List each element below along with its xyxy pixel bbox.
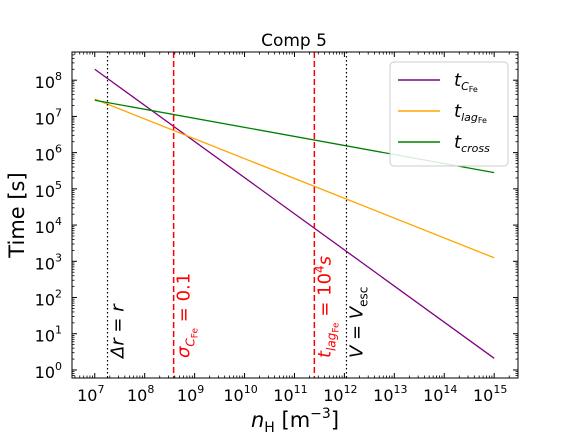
y-tick-label-4: 104 (35, 215, 62, 237)
x-tick-label-7: 1014 (423, 383, 457, 405)
legend-label-t_lag_Fe: tlagFe (454, 101, 487, 125)
y-tick-label-8: 108 (35, 70, 62, 92)
y-tick-label-5: 105 (35, 179, 62, 201)
vline-label-2: tlagFe = 104s (312, 256, 341, 358)
y-tick-label-3: 103 (35, 251, 62, 273)
x-axis-label: nH [m−3] (251, 406, 339, 432)
y-tick-label-7: 107 (35, 106, 62, 128)
x-tick-label-2: 109 (177, 383, 204, 405)
legend: tCFe tlagFe tcross (389, 61, 509, 167)
x-tick-label-6: 1013 (373, 383, 407, 405)
series-line-t_C_Fe (94, 68, 495, 359)
series-line-t_lag_Fe (94, 98, 495, 259)
x-tick-label-0: 107 (77, 383, 104, 405)
x-tick-label-4: 1011 (273, 383, 307, 405)
vline-label-0: Δr = r (108, 303, 129, 360)
x-tick-label-5: 1012 (323, 383, 357, 405)
plot-frame (71, 51, 519, 379)
x-tick-label-8: 1015 (473, 383, 507, 405)
x-tick-label-1: 108 (127, 383, 154, 405)
x-tick-label-3: 1010 (223, 383, 257, 405)
legend-label-t_C_Fe: tCFe (454, 70, 478, 94)
chart-title: Comp 5 (261, 31, 327, 51)
y-tick-label-6: 106 (35, 143, 62, 165)
y-tick-label-0: 100 (35, 360, 62, 382)
vline-label-1: σCFe = 0.1 (174, 273, 201, 358)
y-tick-label-1: 101 (35, 324, 62, 346)
legend-label-t_cross: tcross (454, 132, 490, 155)
y-axis-label: Time [s] (5, 172, 29, 258)
y-tick-label-2: 102 (35, 288, 62, 310)
legend-box (389, 61, 509, 167)
vline-label-3: V = Vesc (346, 287, 370, 358)
